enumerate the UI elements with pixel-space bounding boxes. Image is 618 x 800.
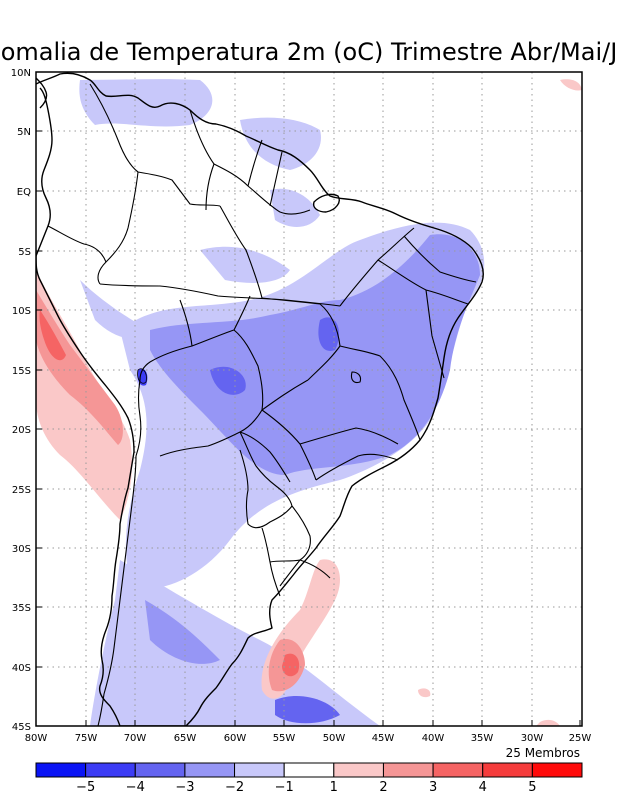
anomaly-shade-dark-blue <box>210 317 340 724</box>
colorbar-swatch <box>134 762 186 778</box>
coastline-central-america <box>36 77 48 109</box>
lat-label: 10N <box>11 68 31 79</box>
lon-label: 35W <box>471 733 494 744</box>
lat-label: 5N <box>17 127 31 138</box>
lon-label: 70W <box>124 733 147 744</box>
colorbar-label: 2 <box>379 780 387 795</box>
coastline-south-america <box>36 72 484 726</box>
colorbar-swatch <box>531 762 583 778</box>
colorbar: −5 −4 −3 −2 −1 1 2 3 4 5 <box>35 762 583 795</box>
lon-label: 30W <box>521 733 544 744</box>
lat-label: 10S <box>12 306 31 317</box>
anomaly-shade-medium-blue <box>145 234 480 664</box>
lat-label: 35S <box>12 603 31 614</box>
lat-label: 30S <box>12 544 31 555</box>
lat-label: 25S <box>12 485 31 496</box>
lon-label: 40W <box>422 733 445 744</box>
lat-label: 5S <box>18 247 31 258</box>
colorbar-label: −1 <box>275 780 294 795</box>
map-frame <box>35 71 583 727</box>
map-title: omalia de Temperatura 2m (oC) Trimestre … <box>1 38 618 66</box>
lon-label: 65W <box>174 733 197 744</box>
colorbar-label: −2 <box>225 780 244 795</box>
lat-label: 45S <box>12 722 31 733</box>
colorbar-label: 3 <box>429 780 437 795</box>
lon-label: 25W <box>569 733 592 744</box>
anomaly-shade-red <box>39 310 300 677</box>
lon-label: 45W <box>372 733 395 744</box>
map-panel <box>36 72 582 726</box>
colorbar-label: −4 <box>126 780 145 795</box>
longitude-axis: 80W 75W 70W 65W 60W 55W 50W 45W 40W 35W … <box>25 720 592 744</box>
lon-label: 55W <box>273 733 296 744</box>
lat-label: 15S <box>12 366 31 377</box>
colorbar-swatch <box>432 762 484 778</box>
country-borders <box>47 83 477 726</box>
colorbar-label: −3 <box>175 780 194 795</box>
colorbar-swatch <box>234 762 285 778</box>
lon-label: 60W <box>224 733 247 744</box>
lat-label: 40S <box>12 663 31 674</box>
lat-label: 20S <box>12 425 31 436</box>
graticule <box>36 72 582 726</box>
lat-label: EQ <box>17 187 31 198</box>
colorbar-swatch <box>184 762 236 778</box>
lon-label: 80W <box>25 733 48 744</box>
colorbar-swatch <box>333 762 384 778</box>
colorbar-swatch <box>283 762 335 778</box>
colorbar-label: 1 <box>330 780 338 795</box>
lon-label: 50W <box>323 733 346 744</box>
colorbar-label: 4 <box>479 780 487 795</box>
colorbar-label: −5 <box>76 780 95 795</box>
ensemble-members-label: 25 Membros <box>506 746 580 760</box>
coastline-marajo <box>312 193 340 213</box>
colorbar-swatch <box>35 762 87 778</box>
colorbar-swatch <box>382 762 434 778</box>
colorbar-swatch <box>482 762 533 778</box>
colorbar-swatch <box>85 762 136 778</box>
lon-label: 75W <box>75 733 98 744</box>
colorbar-label: 5 <box>528 780 536 795</box>
latitude-axis: 10N 5N EQ 5S 10S 15S 20S 25S 30S 35S 40S… <box>11 68 42 733</box>
